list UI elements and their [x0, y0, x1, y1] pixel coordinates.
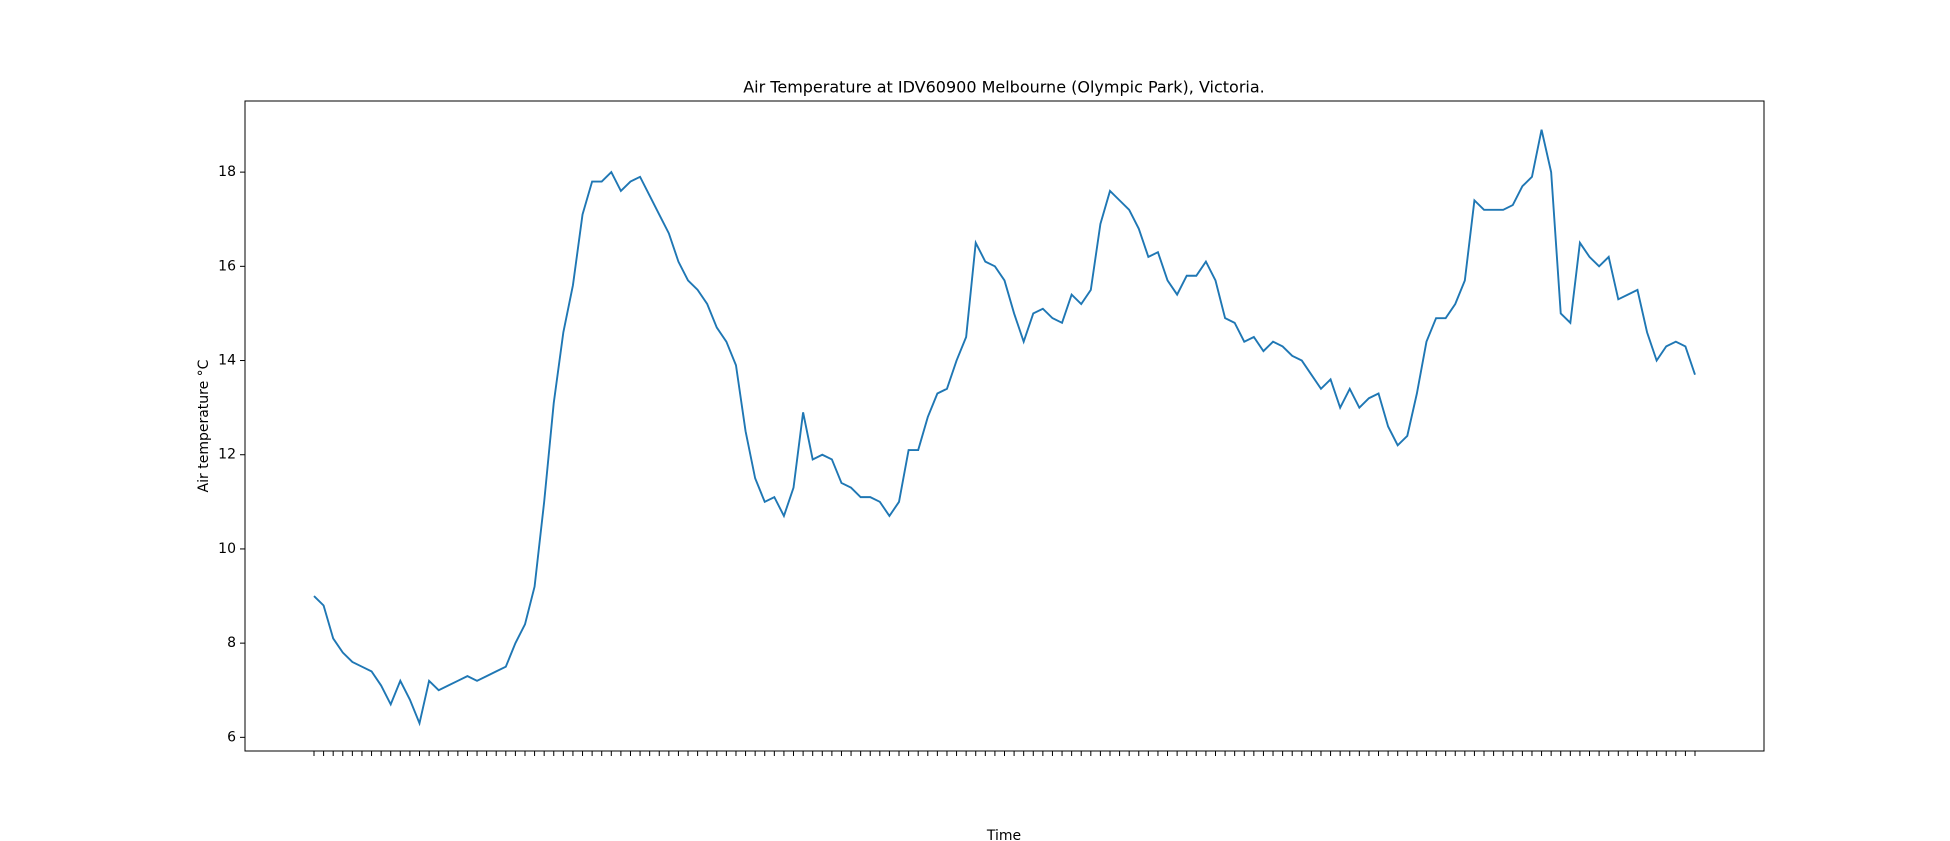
line-series	[313, 129, 1696, 727]
plot-frame	[244, 100, 1765, 752]
y-tick-label: 16	[218, 258, 236, 274]
y-tick-label: 8	[227, 635, 236, 651]
y-tick-label: 12	[218, 447, 236, 463]
x-axis-label: Time	[986, 828, 1021, 841]
y-axis-label: Air temperature °C	[196, 359, 212, 492]
y-tick-label: 10	[218, 541, 236, 557]
y-tick-label: 6	[227, 729, 236, 745]
y-tick-label: 18	[218, 164, 236, 180]
chart-title: Air Temperature at IDV60900 Melbourne (O…	[743, 78, 1265, 97]
y-tick-label: 14	[218, 353, 236, 369]
